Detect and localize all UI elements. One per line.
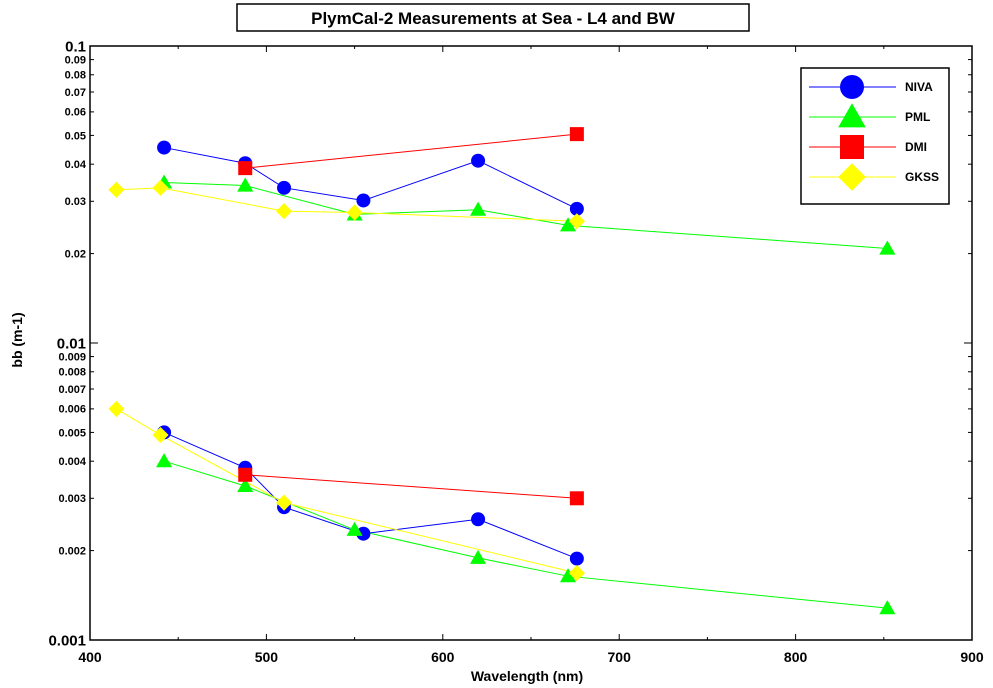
- gkss-point: [568, 565, 585, 582]
- pml-line-1: [164, 182, 888, 250]
- y-tick-label: 0.03: [65, 196, 86, 208]
- x-tick-label: 500: [255, 649, 279, 665]
- y-axis: 0.001 0.002 0.003 0.004 0.005 0.006 0.007 0.008…: [48, 38, 972, 649]
- gkss-point: [152, 179, 169, 196]
- gkss-point: [152, 426, 169, 444]
- pml-point: [470, 201, 487, 216]
- y-tick-label: 0.04: [65, 159, 87, 171]
- niva-point: [471, 153, 486, 168]
- title-box: [236, 3, 750, 32]
- y-axis-label: bb (m-1): [9, 312, 25, 367]
- pml-point: [156, 453, 173, 468]
- gkss-point: [108, 400, 125, 417]
- legend-label-gkss: GKSS: [905, 170, 939, 184]
- dmi-point: [569, 491, 584, 506]
- y-tick-label: 0.05: [65, 130, 86, 142]
- pml-point: [237, 477, 254, 493]
- y-tick-label: 0.008: [58, 367, 86, 379]
- legend-label-niva: NIVA: [905, 80, 933, 94]
- y-tick-label: 0.007: [58, 384, 86, 396]
- x-tick-label: 600: [431, 649, 455, 665]
- chart-title: PlymCal-2 Measurements at Sea - L4 and B…: [311, 9, 676, 28]
- legend-box: [800, 67, 950, 205]
- pml-point: [559, 568, 577, 583]
- pml-point: [237, 177, 254, 192]
- niva-point: [569, 551, 584, 566]
- niva-point: [157, 140, 172, 155]
- y-tick-label: 0.009: [58, 351, 86, 363]
- gkss-point: [108, 181, 125, 198]
- x-axis-label: Wavelength (nm): [471, 668, 583, 684]
- legend-marker-niva: [840, 75, 864, 99]
- dmi-line-1: [245, 133, 577, 169]
- dmi-line-2: [245, 474, 577, 499]
- gkss-point: [275, 494, 293, 511]
- x-tick-label: 800: [784, 649, 808, 665]
- x-tick-label: 700: [608, 649, 632, 665]
- niva-line-2: [163, 431, 578, 560]
- series-markers: [108, 127, 896, 615]
- dmi-point: [238, 467, 253, 482]
- y-tick-label: 0.02: [65, 248, 86, 260]
- series-lines: [116, 133, 888, 609]
- gkss-line-2: [116, 408, 577, 574]
- y-tick-label: 0.001: [48, 632, 86, 649]
- y-tick-label: 0.004: [58, 456, 86, 468]
- y-tick-label: 0.08: [65, 70, 86, 82]
- y-tick-label: 0.07: [65, 87, 86, 99]
- y-tick-label: 0.06: [65, 107, 86, 119]
- gkss-point: [275, 203, 293, 220]
- pml-point: [470, 549, 487, 564]
- x-axis: 400 500 600 700 800 900: [78, 46, 984, 665]
- legend-marker-pml: [838, 103, 866, 128]
- niva-point: [471, 512, 486, 527]
- y-tick-label: 0.005: [58, 427, 86, 439]
- y-tick-label: 0.002: [58, 545, 86, 557]
- pml-point: [879, 600, 896, 615]
- legend-marker-dmi: [840, 135, 864, 159]
- y-tick-label: 0.01: [57, 335, 86, 352]
- y-tick-label: 0.1: [65, 38, 86, 55]
- legend-label-pml: PML: [905, 110, 930, 124]
- dmi-point: [238, 161, 253, 176]
- x-tick-label: 900: [960, 649, 984, 665]
- y-tick-label: 0.006: [58, 404, 86, 416]
- gkss-point: [346, 204, 363, 221]
- y-tick-label: 0.09: [65, 54, 86, 66]
- legend-label-dmi: DMI: [905, 140, 927, 154]
- niva-line-1: [163, 147, 578, 210]
- niva-point: [356, 193, 371, 208]
- legend: NIVA PML DMI GKSS: [800, 67, 950, 205]
- gkss-point: [568, 213, 585, 230]
- dmi-point: [569, 127, 584, 142]
- x-tick-label: 400: [78, 649, 102, 665]
- legend-marker-gkss: [838, 163, 866, 191]
- niva-point: [569, 201, 584, 216]
- niva-point: [356, 526, 371, 541]
- y-tick-label: 0.003: [58, 493, 86, 505]
- niva-point: [277, 180, 292, 195]
- gkss-line-1: [116, 187, 577, 222]
- pml-point: [879, 240, 896, 255]
- pml-point: [559, 217, 577, 232]
- chart-title-group: PlymCal-2 Measurements at Sea - L4 and B…: [236, 3, 750, 32]
- pml-line-2: [163, 460, 888, 609]
- pml-point: [346, 521, 363, 536]
